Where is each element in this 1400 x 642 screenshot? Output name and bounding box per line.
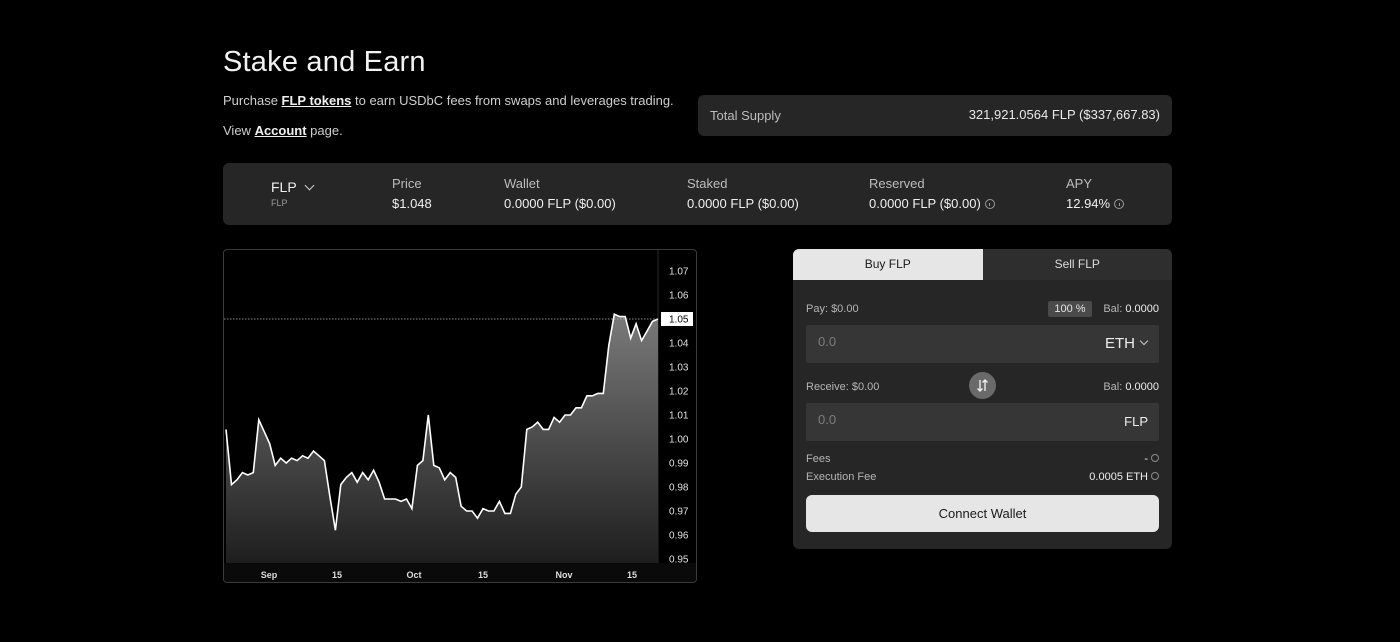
- token-selector[interactable]: FLP FLP: [271, 179, 315, 208]
- x-tick-label: 15: [478, 570, 488, 580]
- x-tick-label: Nov: [555, 570, 572, 580]
- execution-fee-info-icon[interactable]: [1151, 472, 1159, 480]
- fees-value-wrap: -: [1144, 453, 1159, 465]
- pay-balance: Bal: 0.0000: [1103, 303, 1159, 315]
- staked-label: Staked: [687, 176, 728, 191]
- receive-bal-value: 0.0000: [1125, 381, 1159, 393]
- max-percent-button[interactable]: 100 %: [1048, 301, 1092, 317]
- staked-value: 0.0000 FLP ($0.00): [687, 196, 799, 211]
- y-tick-label: 0.96: [669, 531, 689, 542]
- price-line: [225, 313, 659, 531]
- token-stats-bar: FLP FLP Price $1.048 Wallet 0.0000 FLP (…: [223, 163, 1172, 225]
- y-tick-label: 0.97: [669, 507, 689, 518]
- current-price-tag-label: 1.05: [669, 315, 689, 326]
- reserved-value: 0.0000 FLP ($0.00): [869, 196, 981, 211]
- y-tick-label: 1.00: [669, 435, 689, 446]
- y-tick-label: 0.99: [669, 459, 689, 470]
- pay-token-selector[interactable]: ETH: [1105, 335, 1149, 352]
- y-tick-label: 0.95: [669, 555, 689, 566]
- apy-value-wrap: 12.94%: [1066, 196, 1125, 211]
- y-tick-label: 1.04: [669, 339, 689, 350]
- chevron-down-icon: [304, 180, 315, 191]
- x-axis-band: [224, 563, 696, 582]
- trade-panel: Buy FLP Sell FLP Pay: $0.00 100 % Bal: 0…: [793, 249, 1172, 549]
- reserved-label: Reserved: [869, 176, 925, 191]
- y-tick-label: 1.01: [669, 411, 689, 422]
- pay-bal-value: 0.0000: [1125, 303, 1159, 315]
- price-chart-svg: 1.07 1.06 1.05 1.04 1.03 1.02 1.01 1.00 0.99 0.98…: [224, 250, 696, 582]
- tab-buy[interactable]: Buy FLP: [793, 249, 983, 280]
- x-tick-label: 15: [332, 570, 342, 580]
- y-tick-label: 1.07: [669, 267, 689, 278]
- reserved-value-wrap: 0.0000 FLP ($0.00): [869, 196, 995, 211]
- total-supply-value: 321,921.0564 FLP ($337,667.83): [968, 107, 1160, 122]
- page-description: Purchase FLP tokens to earn USDbC fees f…: [223, 93, 674, 108]
- price-label: Price: [392, 176, 422, 191]
- total-supply-card: Total Supply 321,921.0564 FLP ($337,667.…: [698, 95, 1172, 136]
- pay-amount-input[interactable]: [816, 333, 1020, 350]
- price-area: [226, 314, 658, 563]
- token-name: FLP: [271, 179, 297, 195]
- y-tick-label: 0.98: [669, 483, 689, 494]
- execution-fee-value: 0.0005 ETH: [1089, 471, 1148, 483]
- view-prefix: View: [223, 123, 255, 138]
- page-title: Stake and Earn: [223, 46, 426, 78]
- fees-info-icon[interactable]: [1151, 454, 1159, 462]
- flp-tokens-link[interactable]: FLP tokens: [281, 93, 352, 108]
- apy-value: 12.94%: [1066, 196, 1111, 211]
- receive-label: Receive: $0.00: [806, 381, 880, 393]
- pay-token: ETH: [1105, 335, 1135, 352]
- receive-input-box: FLP: [806, 403, 1159, 441]
- receive-balance: Bal: 0.0000: [1103, 381, 1159, 393]
- y-tick-label: 1.06: [669, 291, 689, 302]
- description-suffix: to earn USDbC fees from swaps and levera…: [351, 93, 674, 108]
- receive-bal-label: Bal:: [1103, 381, 1123, 393]
- tab-sell[interactable]: Sell FLP: [982, 249, 1172, 280]
- apy-label: APY: [1066, 176, 1093, 191]
- y-tick-label: 1.03: [669, 363, 689, 374]
- pay-label: Pay: $0.00: [806, 303, 859, 315]
- x-tick-label: 15: [627, 570, 637, 580]
- execution-fee-wrap: 0.0005 ETH: [1089, 471, 1159, 483]
- wallet-label: Wallet: [504, 176, 540, 191]
- swap-direction-button[interactable]: [969, 372, 996, 399]
- pay-input-box: ETH: [806, 325, 1159, 363]
- pay-bal-label: Bal:: [1103, 303, 1123, 315]
- fees-value: -: [1144, 453, 1148, 465]
- account-link[interactable]: Account: [254, 123, 307, 138]
- chevron-down-icon: [1139, 336, 1149, 346]
- x-tick-label: Sep: [261, 570, 278, 580]
- current-price-tag: [661, 312, 693, 326]
- price-value: $1.048: [392, 196, 432, 211]
- receive-amount-input[interactable]: [816, 411, 1020, 428]
- apy-info-icon[interactable]: [1114, 199, 1125, 209]
- execution-fee-label: Execution Fee: [806, 471, 877, 483]
- connect-wallet-button[interactable]: Connect Wallet: [806, 495, 1159, 532]
- wallet-value: 0.0000 FLP ($0.00): [504, 196, 616, 211]
- x-tick-label: Oct: [406, 570, 421, 580]
- swap-arrows-icon: [977, 379, 988, 392]
- token-subtitle: FLP: [271, 198, 288, 208]
- description-prefix: Purchase: [223, 93, 282, 108]
- view-suffix: page.: [306, 123, 343, 138]
- price-chart[interactable]: 1.07 1.06 1.05 1.04 1.03 1.02 1.01 1.00 0.99 0.98…: [223, 249, 697, 583]
- total-supply-label: Total Supply: [710, 108, 781, 123]
- receive-token: FLP: [1124, 414, 1148, 429]
- fees-label: Fees: [806, 453, 831, 465]
- account-hint: View Account page.: [223, 123, 343, 138]
- y-tick-label: 1.02: [669, 387, 689, 398]
- reserved-info-icon[interactable]: [984, 199, 995, 209]
